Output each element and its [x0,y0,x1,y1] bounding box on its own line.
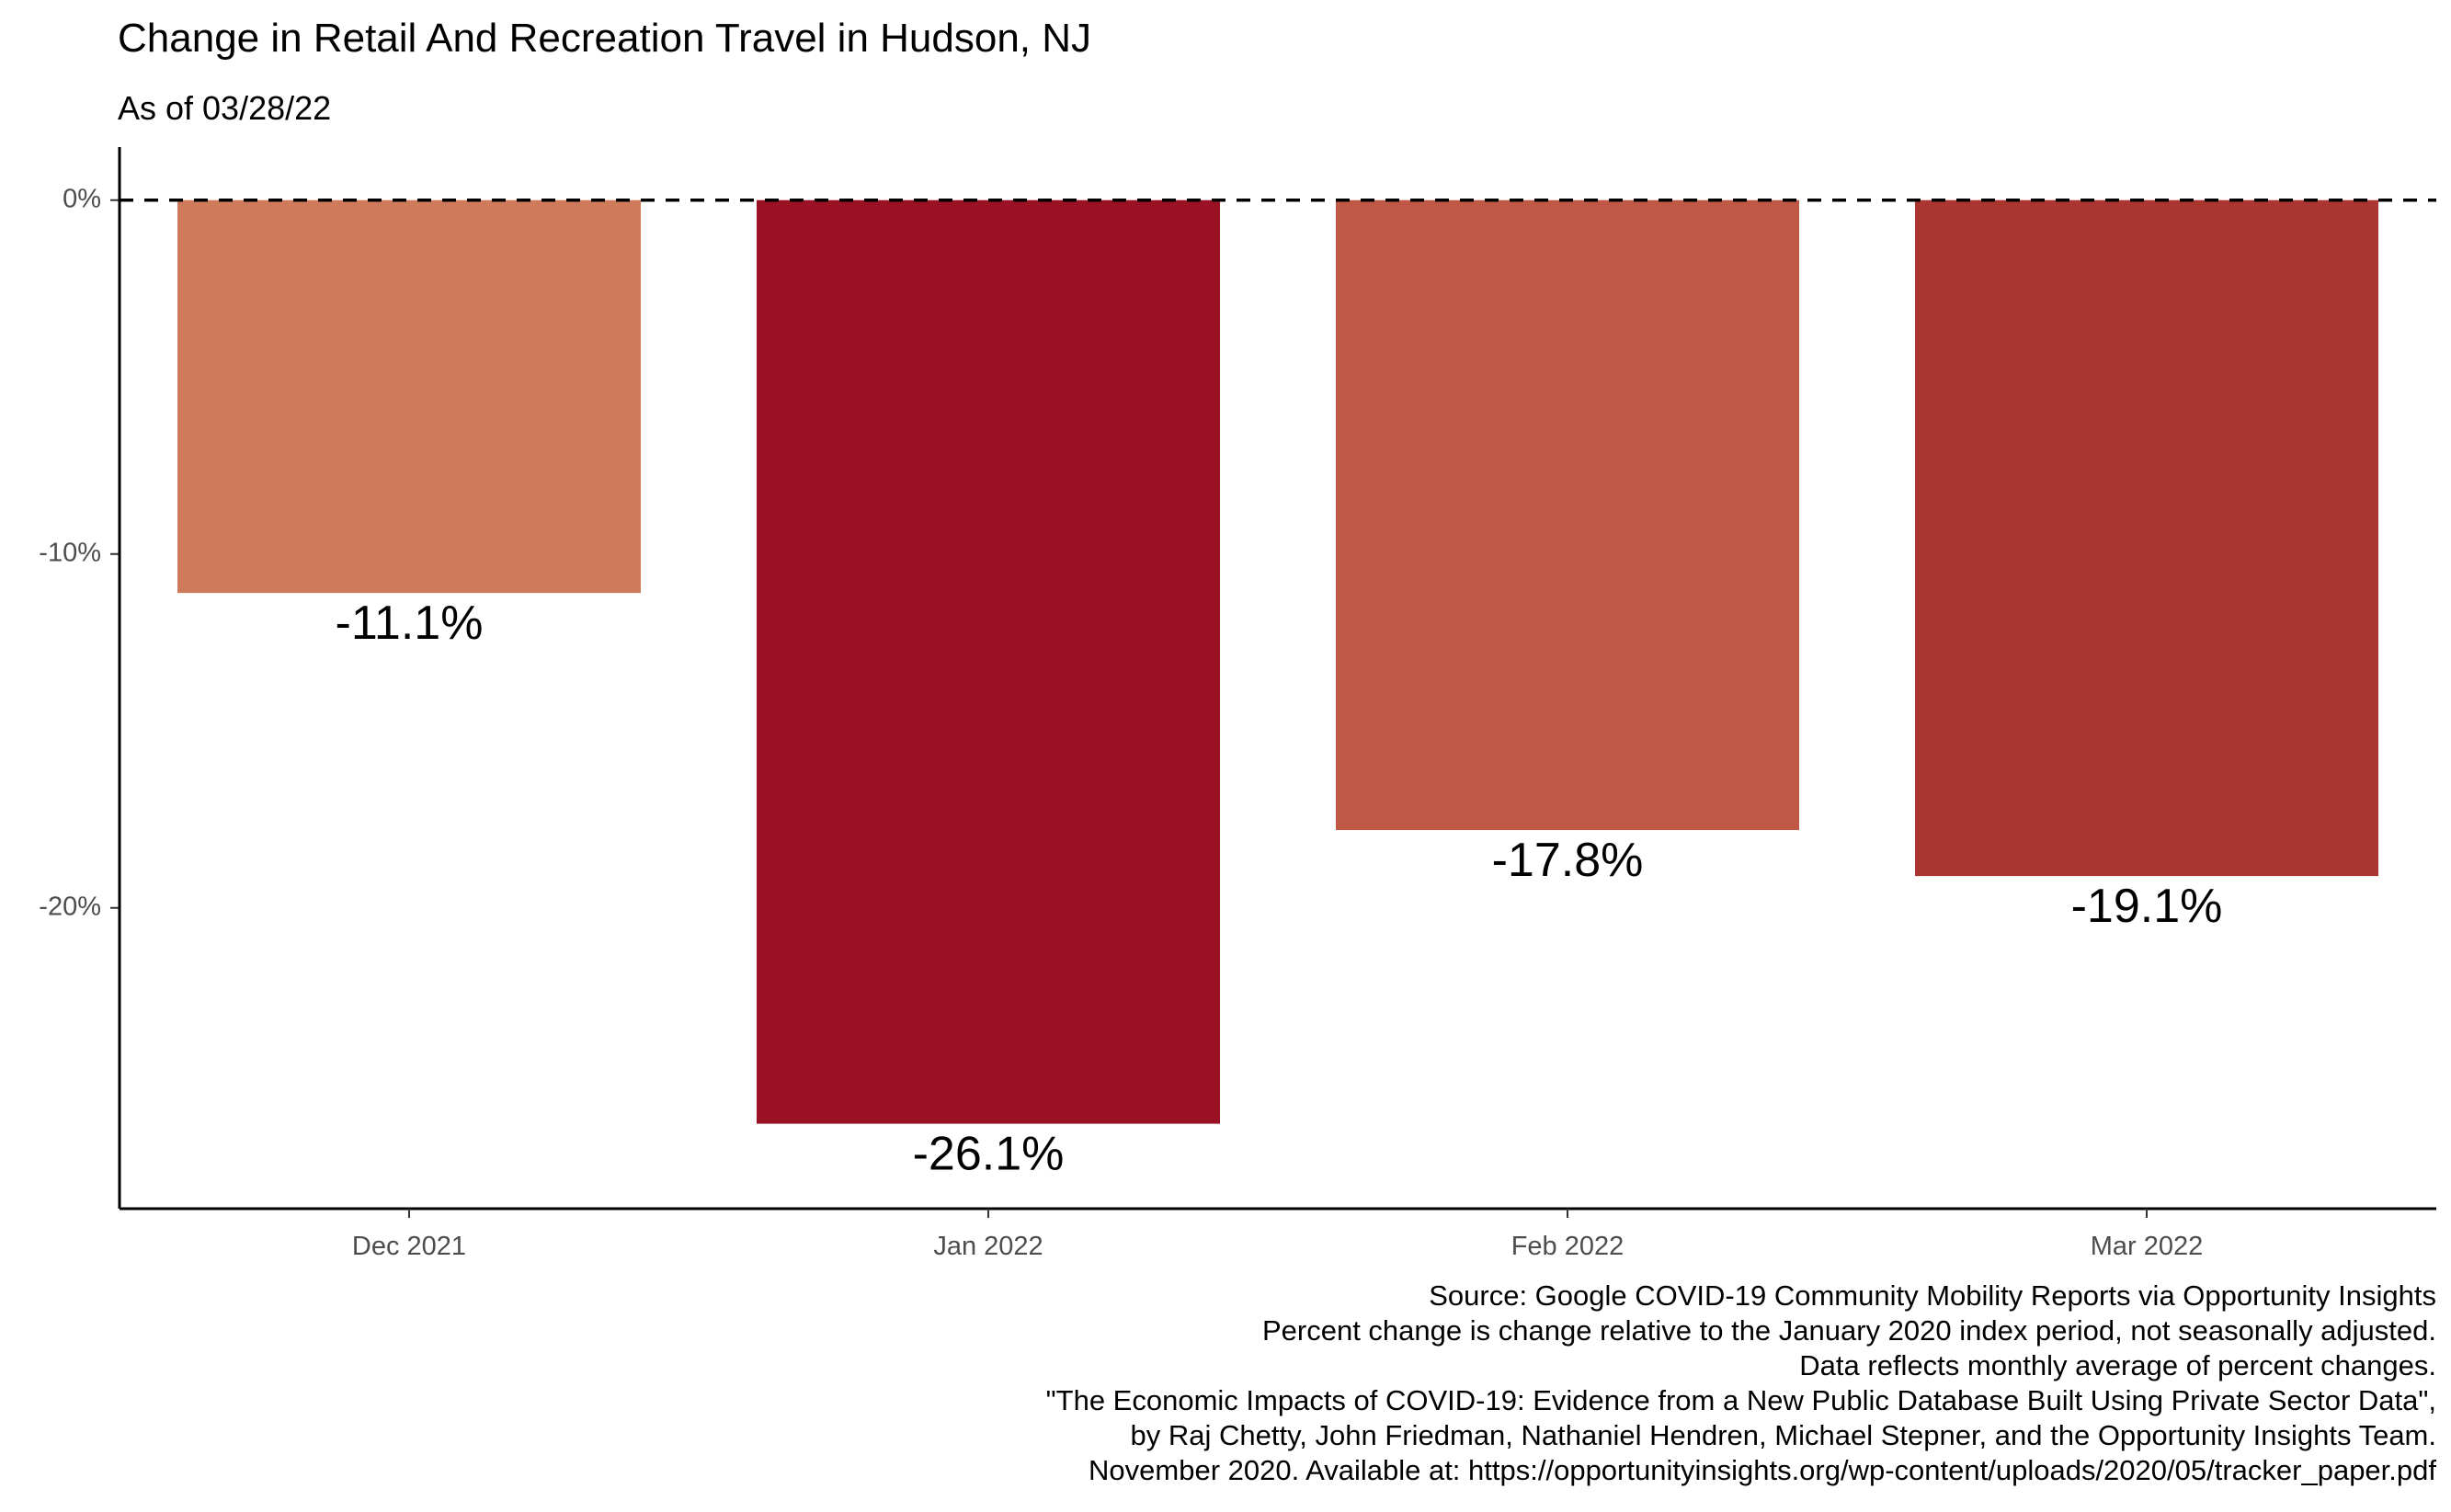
y-tick-label-2: -20% [39,892,101,921]
bar-3 [1915,199,2378,877]
caption-line-0: Source: Google COVID-19 Community Mobili… [1429,1279,2436,1312]
bars [177,199,2378,1124]
caption-line-3: "The Economic Impacts of COVID-19: Evide… [1046,1384,2436,1416]
bar-value-label-3: -19.1% [2071,880,2223,933]
chart-subtitle: As of 03/28/22 [118,89,331,127]
x-tick-label-2: Feb 2022 [1511,1232,1624,1261]
bar-2 [1336,199,1799,831]
caption-line-2: Data reflects monthly average of percent… [1799,1349,2436,1381]
bar-value-label-0: -11.1% [336,597,484,650]
x-tick-label-3: Mar 2022 [2091,1232,2204,1261]
caption-line-1: Percent change is change relative to the… [1262,1314,2436,1347]
caption-line-4: by Raj Chetty, John Friedman, Nathaniel … [1131,1419,2436,1451]
bar-0 [177,199,641,594]
y-tick-label-0: 0% [63,184,101,213]
bar-value-label-1: -26.1% [913,1127,1065,1180]
axes [118,147,2436,1211]
bar-value-label-2: -17.8% [1492,834,1644,887]
y-tick-label-1: -10% [39,538,101,567]
x-axis-ticks: Dec 2021 Jan 2022 Feb 2022 Mar 2022 [352,1209,2203,1261]
y-axis-ticks: 0% -10% -20% [39,184,120,921]
chart-title: Change in Retail And Recreation Travel i… [118,16,1091,61]
bar-1 [757,199,1220,1124]
caption-line-5: November 2020. Available at: https://opp… [1089,1454,2436,1486]
bar-labels: -11.1% -26.1% -17.8% -19.1% [336,597,2223,1181]
x-tick-label-1: Jan 2022 [933,1232,1043,1261]
caption: Source: Google COVID-19 Community Mobili… [1046,1279,2437,1486]
x-tick-label-0: Dec 2021 [352,1232,466,1261]
